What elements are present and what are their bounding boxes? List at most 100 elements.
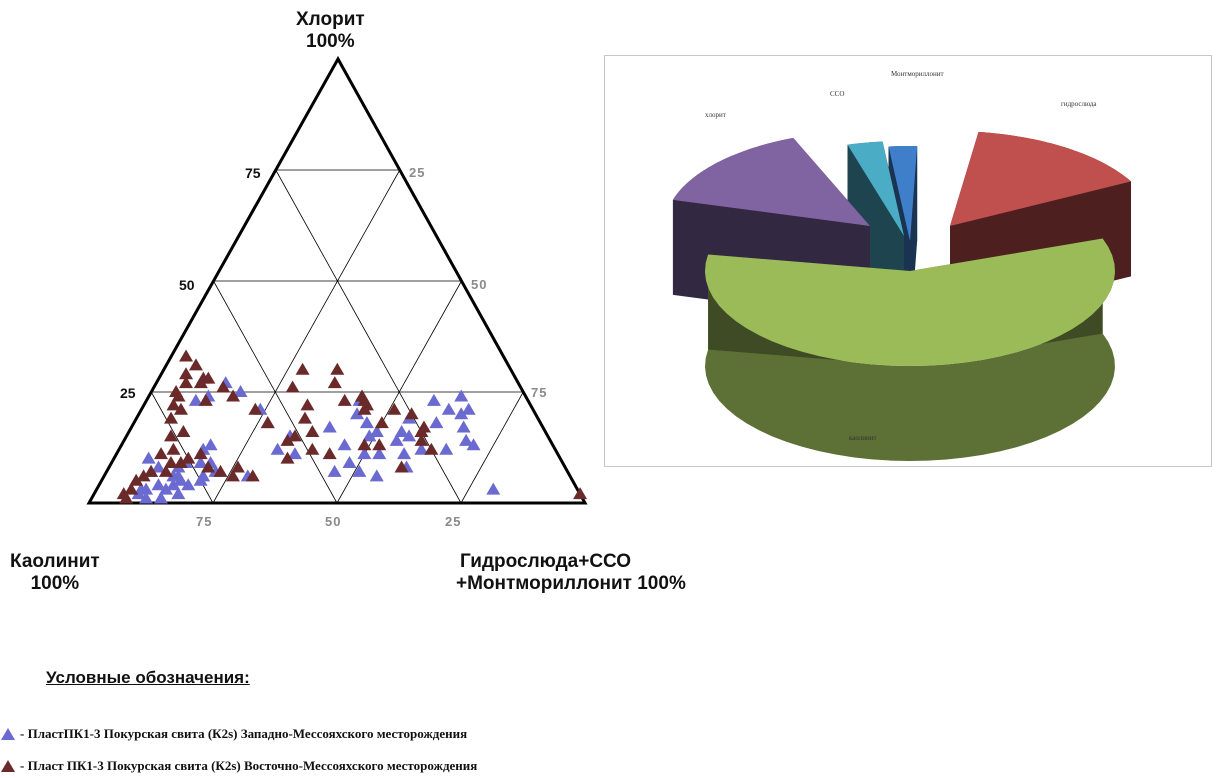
point-west <box>369 424 384 437</box>
pie-label-hydromica: гидрослюда <box>1061 100 1097 108</box>
point-west <box>369 469 384 482</box>
pie-slice-kaolinite <box>705 238 1115 461</box>
point-west <box>350 407 365 420</box>
left-tick-75: 75 <box>245 165 261 181</box>
point-east <box>285 380 300 393</box>
point-east <box>193 447 208 460</box>
pie-label-montmorillonite: Монтмориллонит <box>891 70 944 78</box>
point-east <box>198 393 213 406</box>
point-east <box>230 460 245 473</box>
legend-item-west-text: - ПластПК1-3 Покурская свита (К2s) Запад… <box>20 726 468 741</box>
point-east <box>181 451 196 464</box>
point-west <box>372 447 387 460</box>
point-east <box>300 398 315 411</box>
point-east <box>305 442 320 455</box>
gridline-kaolinite <box>213 280 338 504</box>
apex-left-line2: 100% <box>30 573 80 594</box>
point-east <box>225 469 240 482</box>
point-west <box>359 416 374 429</box>
point-west <box>287 447 302 460</box>
point-west <box>429 416 444 429</box>
ternary-points <box>116 349 588 504</box>
pie-chart <box>672 131 1132 461</box>
right-tick-25: 25 <box>409 165 426 180</box>
point-east <box>372 438 387 451</box>
point-west <box>181 478 196 491</box>
pie-slice-cco <box>847 141 904 331</box>
legend-item-east-text: - Пласт ПК1-3 Покурская свита (К2s) Вост… <box>20 758 478 773</box>
legend-item-west: - ПластПК1-3 Покурская свита (К2s) Запад… <box>0 726 467 742</box>
point-west <box>461 402 476 415</box>
point-east <box>330 362 345 375</box>
point-west <box>151 478 166 491</box>
point-west <box>454 389 469 402</box>
point-east <box>163 456 178 469</box>
ternary-diagram <box>86 55 588 505</box>
point-west <box>459 433 474 446</box>
point-east <box>327 376 342 389</box>
point-west <box>158 482 173 495</box>
pie-chart-panel: Монтмориллонит гидрослюда каолинит хлори… <box>604 55 1212 467</box>
point-east <box>297 411 312 424</box>
apex-right-line2: +Монтмориллонит 100% <box>456 573 686 594</box>
point-west <box>233 385 248 397</box>
point-west <box>466 438 481 451</box>
point-east <box>414 424 429 437</box>
point-west <box>203 438 218 451</box>
point-west <box>397 447 412 460</box>
right-tick-75: 75 <box>531 385 548 400</box>
point-west <box>171 469 186 482</box>
point-west <box>151 460 166 473</box>
point-east <box>176 424 191 437</box>
point-west <box>426 393 441 406</box>
point-east <box>216 380 231 393</box>
gridline-hydromica <box>336 280 462 504</box>
point-east <box>414 433 429 446</box>
apex-top-line2: 100% <box>306 31 355 52</box>
triangle-marker-icon <box>1 728 15 740</box>
point-west <box>337 438 352 451</box>
point-west <box>414 442 429 455</box>
point-west <box>362 429 377 442</box>
point-east <box>173 402 188 415</box>
point-east <box>129 473 144 486</box>
point-east <box>166 442 181 455</box>
point-east <box>154 447 169 460</box>
point-east <box>357 438 372 451</box>
apex-right-line1: Гидрослюда+ССО <box>460 551 632 572</box>
point-east <box>193 376 208 389</box>
point-east <box>158 464 173 477</box>
point-east <box>119 491 134 504</box>
ternary-grid <box>86 55 588 505</box>
point-west <box>188 393 203 406</box>
point-west <box>389 433 404 446</box>
point-west <box>322 420 337 433</box>
point-west <box>153 491 168 504</box>
bottom-tick-75: 75 <box>196 514 213 529</box>
ternary-outline <box>86 55 588 505</box>
point-west <box>166 478 181 491</box>
point-east <box>201 371 216 384</box>
legend-item-east: - Пласт ПК1-3 Покурская свита (К2s) Вост… <box>0 758 477 774</box>
point-east <box>144 464 159 477</box>
point-east <box>179 349 194 362</box>
point-west <box>402 429 417 442</box>
point-west <box>486 482 501 495</box>
apex-left-line1: Каолинит <box>10 551 100 572</box>
point-east <box>280 433 295 446</box>
gridline-hydromica <box>212 169 401 504</box>
point-west <box>456 420 471 433</box>
point-east <box>213 464 228 477</box>
point-east <box>166 398 181 411</box>
point-east <box>164 411 179 424</box>
point-west <box>394 424 409 437</box>
legend-title: Условные обозначения: <box>46 668 250 687</box>
point-west <box>357 447 372 460</box>
point-east <box>295 362 310 375</box>
point-east <box>248 402 263 415</box>
point-east <box>226 389 241 402</box>
point-east <box>201 460 216 473</box>
left-tick-50: 50 <box>179 277 195 293</box>
apex-top-label: Хлорит 100% <box>296 9 365 53</box>
point-east <box>136 469 151 482</box>
